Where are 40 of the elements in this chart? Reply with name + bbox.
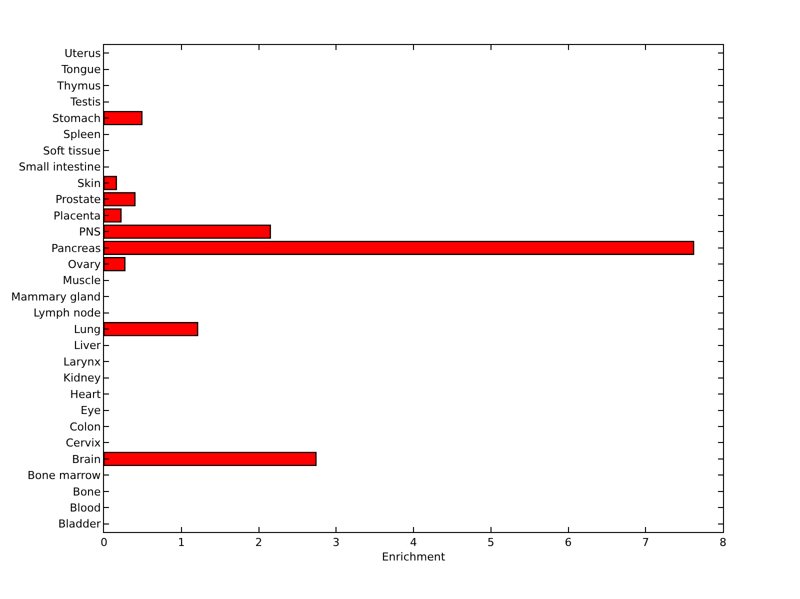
x-tick-label: 6 [564, 536, 572, 550]
y-tick-label: Blood [70, 502, 101, 514]
y-tick-label: Liver [74, 339, 102, 352]
y-tick-label: Small intestine [18, 160, 102, 174]
y-tick-label: Pancreas [51, 242, 102, 255]
y-tick-label: Bone [72, 485, 102, 498]
y-tick-label: Bladder [58, 518, 102, 531]
y-tick-label: Thymus [56, 79, 102, 92]
x-tick-label: 1 [178, 536, 185, 550]
y-tick-label: Stomach [52, 112, 101, 125]
x-tick-label: 0 [100, 536, 108, 550]
y-tick-label: Tongue [60, 63, 102, 76]
y-tick-label: Muscle [62, 274, 102, 288]
y-tick-label: Lung [74, 322, 101, 336]
y-tick-label: PNS [78, 226, 101, 239]
y-tick-label: Ovary [68, 258, 102, 271]
x-tick-label: 5 [487, 536, 494, 550]
y-tick-label: Skin [77, 176, 101, 190]
y-tick-label: Colon [70, 420, 101, 434]
y-tick-label: Uterus [64, 46, 102, 60]
y-tick-label: Brain [72, 452, 101, 466]
y-tick-label: Bone marrow [27, 469, 101, 482]
y-tick-label: Cervix [66, 436, 102, 450]
x-tick-label: 4 [410, 536, 417, 550]
y-tick-label: Lymph node [34, 306, 102, 320]
y-tick-label: Larynx [63, 355, 102, 368]
x-tick-label: 2 [255, 536, 262, 550]
y-tick-label: Placenta [54, 209, 101, 222]
y-tick-label: Kidney [63, 372, 102, 385]
x-tick-label: 7 [642, 536, 650, 550]
y-tick-label: Eye [80, 404, 102, 418]
y-tick-label: Spleen [63, 128, 101, 142]
x-axis-title: Enrichment [382, 550, 446, 564]
y-tick-label: Prostate [55, 193, 102, 206]
y-tick-label: Mammary gland [11, 290, 101, 304]
x-tick-label: 3 [332, 536, 340, 550]
y-tick-label: Heart [70, 388, 102, 401]
x-tick-label: 8 [720, 536, 726, 550]
y-tick-label: Soft tissue [43, 144, 102, 158]
y-tick-label: Testis [69, 96, 102, 109]
